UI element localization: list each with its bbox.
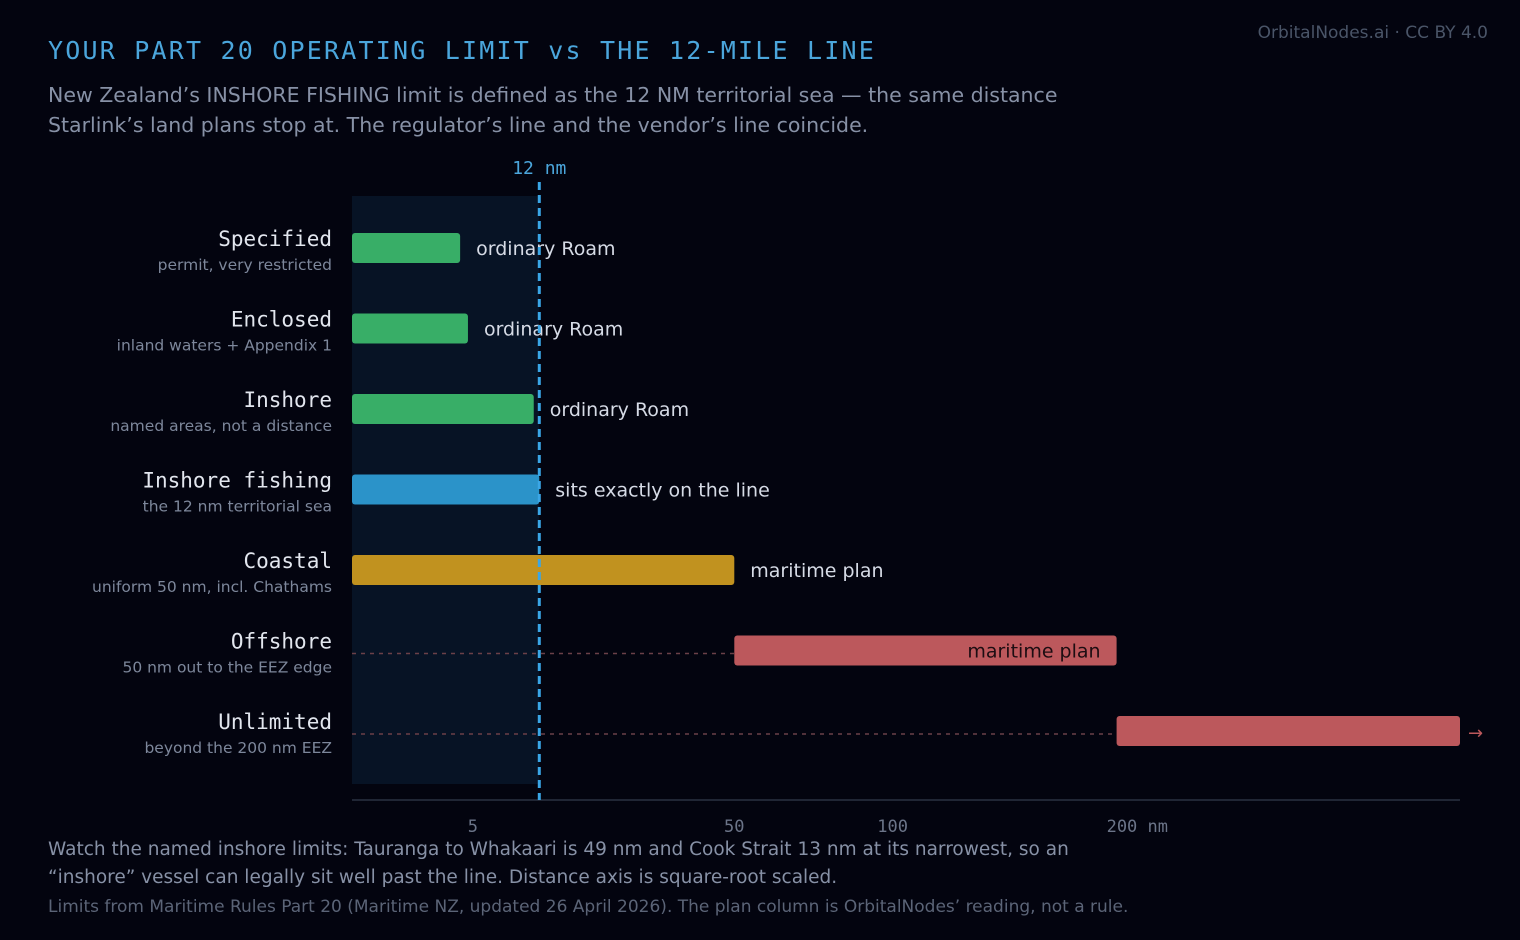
bar-annotation: ordinary Roam [550,399,689,421]
credit-text: OrbitalNodes.ai · CC BY 4.0 [1257,23,1488,43]
row-label: Unlimited [218,710,332,734]
bar-inshore-fishing [352,474,540,505]
row-labels: Specified permit, very restricted Enclosed… [92,227,332,757]
row-label: Inshore fishing [142,469,332,493]
bar-unlimited [1116,716,1460,746]
x-tick-label: 100 [877,817,908,837]
bar-enclosed [352,313,468,344]
x-tick-label: 5 [468,817,478,837]
row-sublabel: uniform 50 nm, incl. Chathams [92,578,332,596]
row-sublabel: the 12 nm territorial sea [143,498,332,516]
row-label: Coastal [243,549,332,573]
bar-annotation: ordinary Roam [484,319,623,341]
row-label: Specified [218,227,332,251]
row-sublabel: permit, very restricted [158,256,332,274]
row-label: Offshore [231,630,332,654]
row-label: Enclosed [231,308,332,332]
bar-annotation: maritime plan [967,641,1100,663]
bar-offshore [734,635,1117,666]
row-sublabel: named areas, not a distance [110,417,332,435]
x-axis-ticks: 5 50 100 200 nm [468,817,1168,837]
row-sublabel: beyond the 200 nm EEZ [144,739,332,757]
reference-line-label: 12 nm [512,158,566,179]
source-note: Limits from Maritime Rules Part 20 (Mari… [48,897,1129,917]
row-sublabel: inland waters + Appendix 1 [117,337,332,355]
bar-inshore [352,394,534,424]
chart-title: YOUR PART 20 OPERATING LIMIT vs THE 12-M… [48,36,877,65]
row-label: Inshore [243,388,332,412]
x-tick-label: 200 nm [1107,817,1168,837]
bars: ordinary Roam ordinary Roam ordinary Roam s… [352,233,1460,746]
lead-lines [352,652,1117,735]
x-tick-label: 50 [724,817,744,837]
bar-annotation: ordinary Roam [476,238,615,260]
continues-arrow-icon: → [1468,723,1483,744]
chart-subtitle: New Zealand’s INSHORE FISHING limit is d… [48,83,1058,137]
footnote: Watch the named inshore limits: Tauranga… [48,839,1069,888]
bar-coastal [352,555,735,585]
bar-specified [352,233,461,263]
row-sublabel: 50 nm out to the EEZ edge [122,659,332,677]
bar-annotation: maritime plan [750,560,883,582]
bar-annotation: sits exactly on the line [555,480,769,502]
